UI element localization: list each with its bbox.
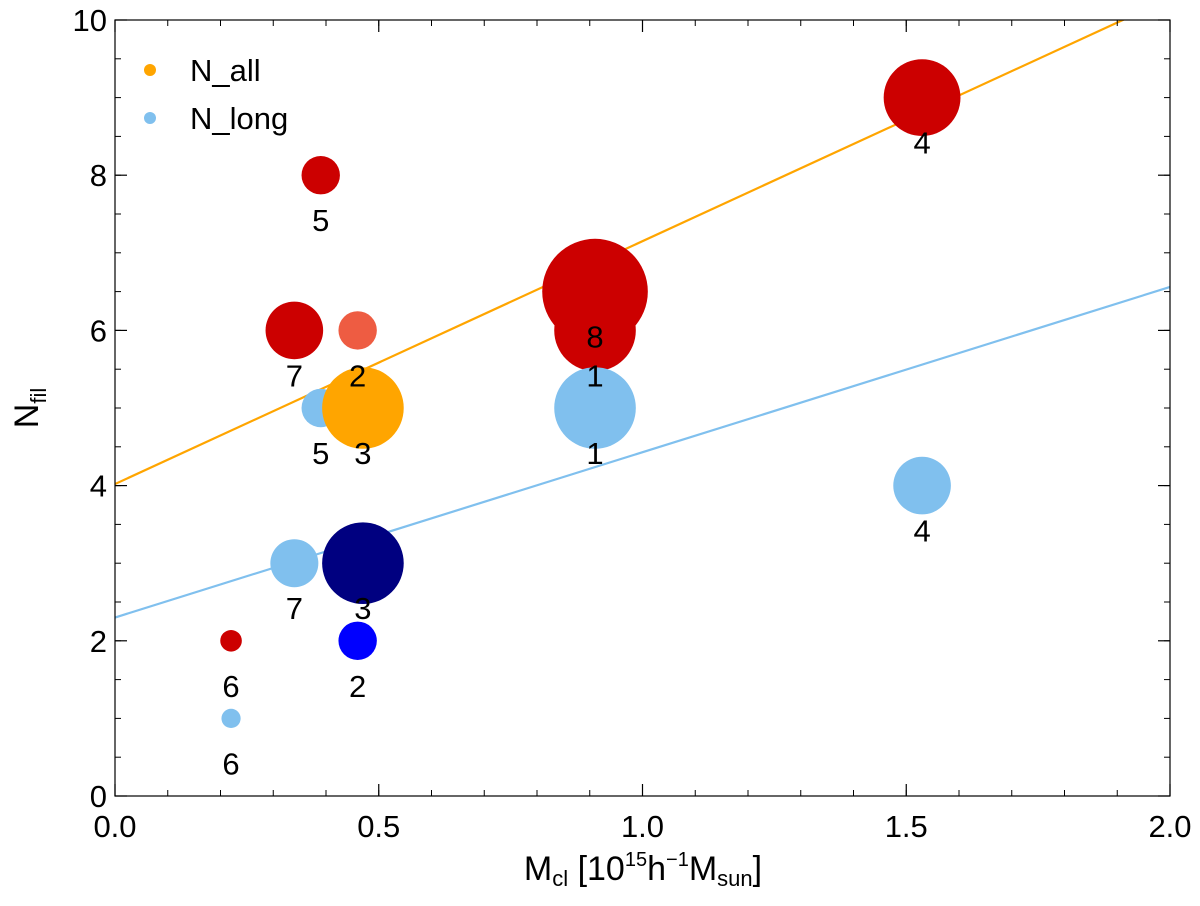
data-label-0: 5 bbox=[312, 203, 329, 238]
x-tick-label: 1.0 bbox=[621, 809, 664, 844]
legend-label-n-long: N_long bbox=[190, 101, 288, 136]
x-tick-label: 2.0 bbox=[1148, 809, 1191, 844]
y-tick-label: 10 bbox=[73, 3, 107, 38]
data-point-12 bbox=[338, 621, 377, 660]
data-point-13 bbox=[220, 630, 242, 652]
data-label-10: 7 bbox=[286, 591, 303, 626]
legend-marker-n-all bbox=[144, 64, 156, 76]
data-label-14: 6 bbox=[222, 746, 239, 781]
data-label-13: 6 bbox=[222, 669, 239, 704]
data-point-7 bbox=[322, 367, 404, 449]
data-label-11: 3 bbox=[354, 591, 371, 626]
data-label-5: 4 bbox=[913, 126, 930, 161]
data-point-1 bbox=[265, 301, 324, 360]
legend-label-n-all: N_all bbox=[190, 53, 261, 88]
data-point-10 bbox=[270, 539, 319, 588]
x-tick-label: 0.0 bbox=[93, 809, 136, 844]
data-label-6: 5 bbox=[312, 436, 329, 471]
y-tick-label: 6 bbox=[90, 313, 107, 348]
x-tick-label: 1.5 bbox=[885, 809, 928, 844]
data-point-2 bbox=[338, 311, 377, 350]
data-point-9 bbox=[893, 456, 951, 515]
y-tick-label: 8 bbox=[90, 158, 107, 193]
data-label-12: 2 bbox=[349, 669, 366, 704]
y-axis-title: Nfil bbox=[8, 388, 51, 428]
data-label-2: 2 bbox=[349, 358, 366, 393]
y-tick-label: 2 bbox=[90, 624, 107, 659]
legend-marker-n-long bbox=[144, 112, 156, 124]
y-tick-label: 4 bbox=[90, 469, 107, 504]
data-label-3: 8 bbox=[586, 320, 603, 355]
plot-frame bbox=[114, 19, 1171, 797]
legend: N_all N_long bbox=[144, 53, 288, 136]
data-point-11 bbox=[322, 522, 404, 604]
x-tick-label: 0.5 bbox=[357, 809, 400, 844]
data-label-1: 7 bbox=[286, 358, 303, 393]
data-point-0 bbox=[301, 156, 340, 195]
fit-line-0 bbox=[115, 20, 1126, 486]
y-tick-label: 0 bbox=[90, 779, 107, 814]
data-label-8: 1 bbox=[586, 436, 603, 471]
data-label-4: 1 bbox=[586, 358, 603, 393]
x-axis-title: Mcl [1015h−1Msun] bbox=[524, 849, 762, 891]
data-label-9: 4 bbox=[913, 514, 930, 549]
data-point-4 bbox=[554, 289, 636, 372]
data-point-5 bbox=[883, 59, 961, 136]
data-point-8 bbox=[554, 367, 636, 449]
data-label-7: 3 bbox=[354, 436, 371, 471]
data-point-14 bbox=[221, 708, 241, 729]
